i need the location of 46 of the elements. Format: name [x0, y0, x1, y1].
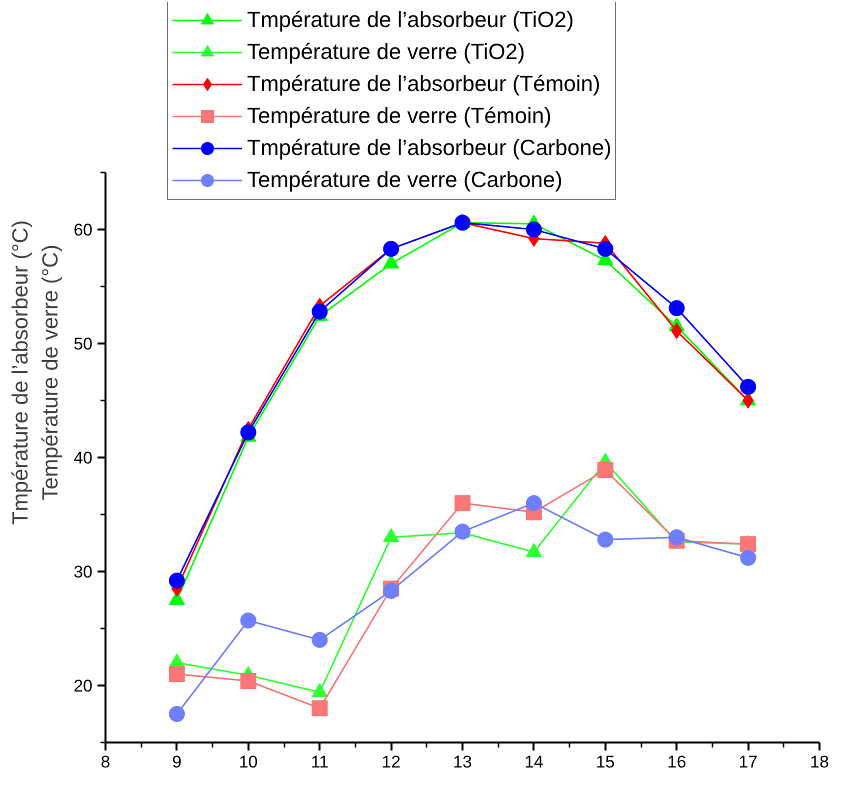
point	[740, 378, 756, 395]
y-tick-label: 50	[74, 334, 93, 354]
y-tick-label: 20	[74, 676, 93, 696]
x-tick-label: 12	[382, 752, 401, 772]
point	[240, 612, 256, 629]
point	[168, 706, 185, 722]
x-tick-label: 15	[596, 752, 615, 772]
point	[597, 532, 614, 548]
x-tick-label: 16	[667, 752, 686, 772]
point	[383, 240, 400, 257]
point	[597, 462, 614, 478]
point	[740, 550, 756, 566]
point	[526, 222, 542, 238]
point	[454, 214, 470, 231]
y-tick-label: 30	[74, 562, 93, 582]
point	[312, 700, 328, 716]
legend-label: Tmpérature de l’absorbeur (Témoin)	[247, 70, 600, 98]
x-tick-label: 9	[172, 752, 182, 772]
point	[526, 495, 542, 512]
point	[742, 392, 754, 408]
point	[668, 300, 685, 316]
x-tick-label: 17	[738, 752, 758, 772]
point	[240, 424, 256, 440]
x-tick-label: 13	[453, 752, 472, 772]
legend-label: Température de verre (Carbone)	[247, 166, 562, 194]
legend-label: Tmpérature de l’absorbeur (TiO2)	[247, 6, 574, 34]
point	[168, 572, 185, 589]
y-tick-label: 60	[74, 220, 93, 240]
point	[312, 304, 328, 320]
legend-label: Température de verre (Témoin)	[247, 102, 552, 130]
point	[240, 672, 256, 689]
point	[168, 666, 185, 682]
x-tick-label: 11	[310, 752, 329, 772]
y-tick-label: 40	[74, 448, 93, 468]
x-tick-label: 10	[238, 752, 258, 772]
point	[668, 529, 685, 546]
x-tick-label: 14	[524, 752, 544, 772]
point	[740, 536, 756, 552]
point	[454, 495, 470, 512]
y-axis-title: Tmpérature de l’absorbeur (°C) Température de verre (°C)	[8, 220, 63, 525]
point	[597, 240, 614, 257]
x-tick-label: 8	[100, 752, 110, 772]
point	[312, 632, 328, 648]
x-tick-label: 18	[810, 752, 829, 772]
legend-label: Tmpérature de l’absorbeur (Carbone)	[247, 134, 612, 162]
legend-label: Température de verre (TiO2)	[247, 38, 525, 66]
